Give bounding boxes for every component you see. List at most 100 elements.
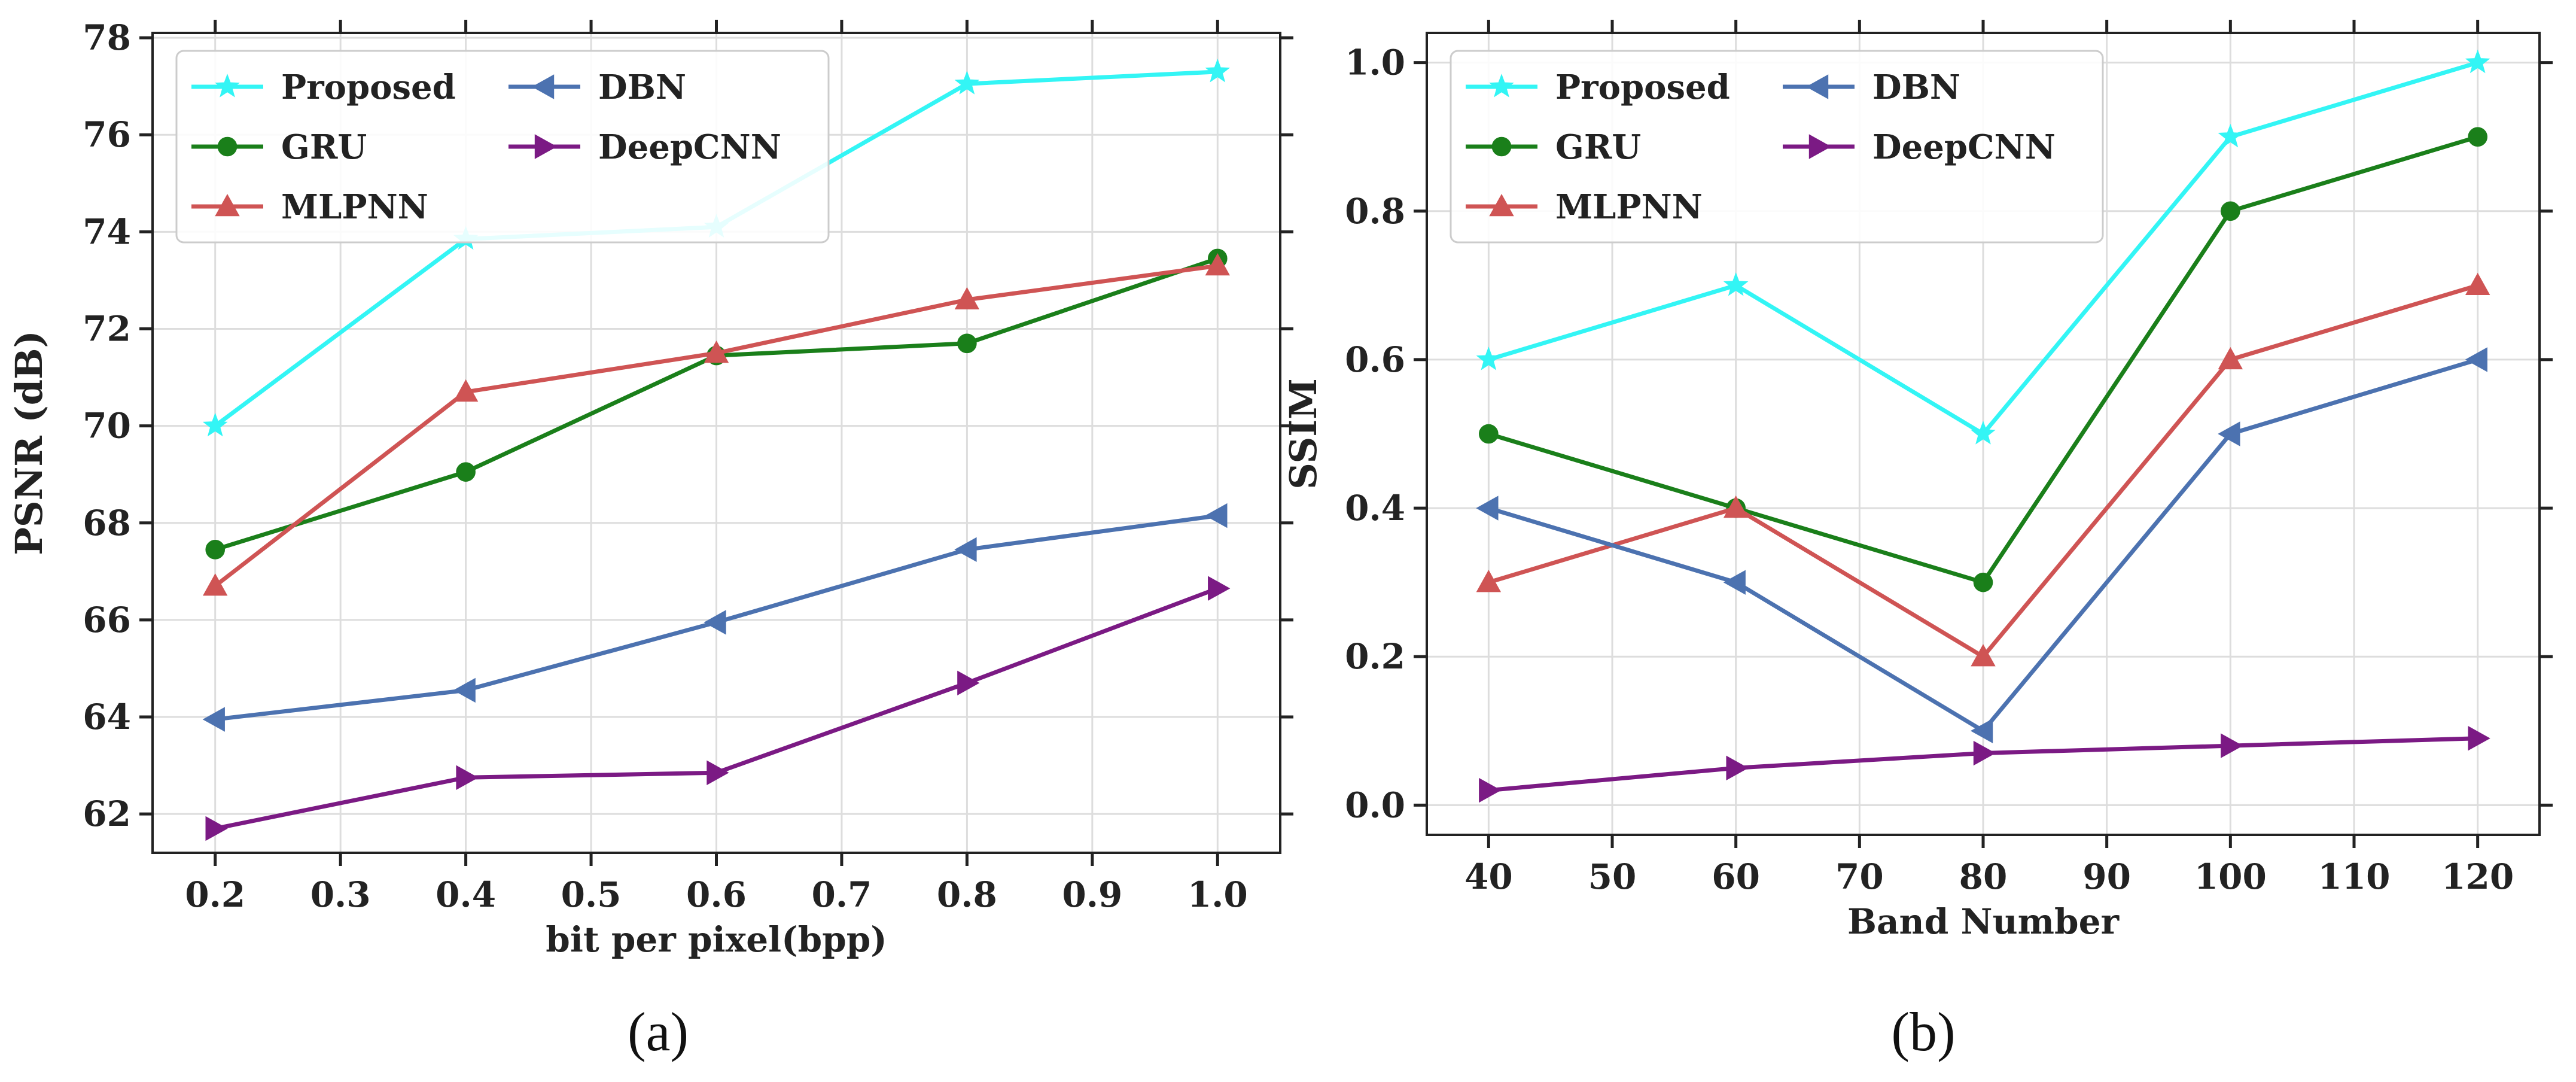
chart-b-xtick-label-1: 50 <box>1588 856 1637 897</box>
chart-b-legend-marker-gru <box>1491 136 1512 157</box>
chart-b-point-mlpnn-3 <box>2218 347 2243 370</box>
chart-b-point-dbn-2 <box>1970 718 1993 743</box>
chart-a-xtick-label-5: 0.7 <box>811 874 872 915</box>
chart-b-point-dbn-4 <box>2465 347 2487 372</box>
chart-a-ytick-label-2: 66 <box>83 600 131 640</box>
chart-b-point-mlpnn-0 <box>1476 570 1502 592</box>
chart-a-point-dbn-4 <box>1205 503 1228 528</box>
chart-b-ytick-label-3: 0.6 <box>1345 339 1405 380</box>
chart-b-point-proposed-2 <box>1971 421 1996 445</box>
chart-b-point-dbn-1 <box>1723 570 1746 595</box>
chart-a-point-proposed-0 <box>202 412 228 437</box>
chart-b-legend-marker-proposed <box>1489 74 1514 98</box>
chart-a-xtick-label-6: 0.8 <box>937 874 997 915</box>
chart-a-point-dbn-0 <box>202 707 225 732</box>
chart-a-point-dbn-3 <box>954 537 977 563</box>
chart-a-point-deepcnn-1 <box>456 765 479 791</box>
chart-b-point-mlpnn-1 <box>1723 496 1749 518</box>
chart-a-point-deepcnn-3 <box>957 670 980 695</box>
chart-b-legend-label-proposed: Proposed <box>1555 68 1730 107</box>
chart-a-ytick-label-8: 78 <box>83 17 131 58</box>
chart-a-point-mlpnn-4 <box>1205 253 1230 276</box>
chart-a-point-deepcnn-4 <box>1208 576 1231 601</box>
chart-a-xtick-label-3: 0.5 <box>561 874 622 915</box>
chart-b-series-gru <box>1479 127 2487 592</box>
chart-b-point-proposed-3 <box>2218 123 2243 148</box>
chart-b-legend-entry-proposed: Proposed <box>1466 68 1730 107</box>
chart-a-psnr: 0.2 0.3 0.4 0.5 0.6 0.7 0.8 0.9 1.0 62 64 66 68 70 72 7… <box>7 17 1293 1062</box>
chart-a-point-gru-3 <box>957 333 977 354</box>
chart-b-point-gru-2 <box>1973 572 1993 592</box>
chart-b-point-deepcnn-3 <box>2221 733 2243 758</box>
chart-a-ytick-label-5: 72 <box>83 308 131 349</box>
chart-b-point-dbn-3 <box>2218 421 2240 446</box>
chart-a-point-proposed-4 <box>1205 58 1231 83</box>
chart-a-legend <box>175 50 830 244</box>
chart-a-legend-label-dbn: DBN <box>598 68 686 107</box>
chart-b-point-mlpnn-2 <box>1971 644 1996 667</box>
chart-b-xtick-label-8: 120 <box>2441 856 2514 897</box>
chart-a-xtick-label-2: 0.4 <box>436 874 496 915</box>
chart-a-ytick-label-4: 70 <box>83 406 131 446</box>
chart-a-legend-marker-proposed <box>215 74 240 98</box>
chart-a-legend-label-mlpnn: MLPNN <box>281 187 428 227</box>
chart-a-legend-marker-gru <box>217 136 237 157</box>
chart-a-point-gru-0 <box>205 540 226 560</box>
chart-a-point-proposed-3 <box>954 71 980 95</box>
chart-b-xtick-label-7: 110 <box>2318 856 2390 897</box>
chart-b-legend-label-dbn: DBN <box>1872 68 1960 107</box>
chart-a-legend-entry-deepcnn: DeepCNN <box>508 127 781 167</box>
chart-a-xtick-label-7: 0.9 <box>1062 874 1122 915</box>
chart-b-point-deepcnn-2 <box>1973 740 1996 766</box>
chart-b-point-deepcnn-4 <box>2468 726 2490 751</box>
chart-b-caption: (b) <box>1891 1001 1955 1062</box>
chart-a-ytick-label-6: 74 <box>83 211 131 252</box>
chart-b-ytick-label-0: 0.0 <box>1345 785 1405 825</box>
chart-a-series-dbn <box>202 503 1228 732</box>
chart-b-point-proposed-4 <box>2465 49 2490 74</box>
chart-a-legend-marker-mlpnn <box>215 193 240 217</box>
chart-b-point-mlpnn-4 <box>2465 272 2490 296</box>
chart-a-xtick-label-8: 1.0 <box>1187 874 1248 915</box>
chart-b-point-gru-3 <box>2221 201 2240 221</box>
chart-b-xtick-label-0: 40 <box>1464 856 1513 897</box>
chart-b-legend-label-mlpnn: MLPNN <box>1555 187 1703 227</box>
chart-a-ytick-label-0: 62 <box>83 794 131 834</box>
chart-a-ytick-label-7: 76 <box>83 114 131 155</box>
chart-b-series-mlpnn <box>1476 272 2490 667</box>
chart-b-legend-label-gru: GRU <box>1555 127 1641 167</box>
chart-b-series-dbn <box>1476 347 2487 743</box>
chart-b-series-proposed <box>1476 49 2490 445</box>
chart-b-ytick-label-5: 1.0 <box>1345 42 1405 83</box>
chart-b-legend-entry-dbn: DBN <box>1783 68 1960 107</box>
chart-a-xlabel: bit per pixel(bpp) <box>546 919 887 960</box>
chart-a-caption: (a) <box>628 1001 689 1062</box>
chart-b-legend-label-deepcnn: DeepCNN <box>1872 127 2056 167</box>
chart-b-legend-entry-gru: GRU <box>1466 127 1641 167</box>
chart-b-point-dbn-0 <box>1476 496 1499 521</box>
chart-a-series-deepcnn <box>205 576 1231 841</box>
chart-b-ytick-label-1: 0.2 <box>1345 636 1405 677</box>
chart-a-point-mlpnn-0 <box>203 573 228 596</box>
chart-a-point-mlpnn-3 <box>954 287 980 310</box>
chart-a-legend-entry-dbn: DBN <box>508 68 686 107</box>
chart-b-ytick-label-4: 0.8 <box>1345 191 1405 232</box>
chart-a-xtick-label-0: 0.2 <box>185 874 245 915</box>
chart-a-point-deepcnn-0 <box>205 816 228 841</box>
chart-a-legend-entry-proposed: Proposed <box>191 68 456 107</box>
chart-a-legend-marker-deepcnn <box>534 134 558 159</box>
chart-b-ylabel: SSIM <box>1281 378 1325 490</box>
chart-a-legend-entry-mlpnn: MLPNN <box>191 187 428 227</box>
chart-a-legend-marker-dbn <box>531 74 555 99</box>
chart-a-point-mlpnn-1 <box>453 379 479 402</box>
chart-b-ytick-label-2: 0.4 <box>1345 488 1405 528</box>
chart-a-series-mlpnn <box>203 253 1230 596</box>
chart-b-series-deepcnn <box>1479 726 2490 803</box>
chart-b-xtick-label-6: 100 <box>2194 856 2267 897</box>
chart-a-legend-label-deepcnn: DeepCNN <box>598 127 781 167</box>
chart-b-legend-marker-deepcnn <box>1808 134 1832 159</box>
chart-a-xtick-label-4: 0.6 <box>686 874 747 915</box>
chart-b-legend-marker-mlpnn <box>1489 193 1514 217</box>
chart-a-ylabel: PSNR (dB) <box>7 330 51 555</box>
